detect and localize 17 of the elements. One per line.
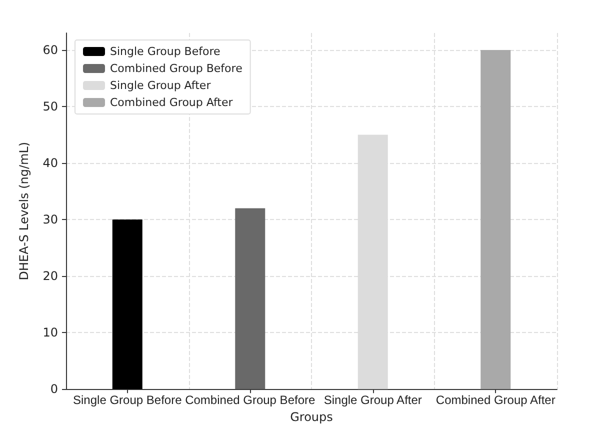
- legend-label: Combined Group After: [110, 96, 234, 109]
- y-tick-label: 20: [42, 269, 58, 284]
- x-tick-label: Single Group After: [324, 393, 422, 408]
- y-tick-label: 40: [42, 156, 58, 170]
- y-tick-label: 60: [42, 42, 58, 57]
- x-tick-label: Combined Group After: [436, 393, 556, 408]
- legend-label: Combined Group Before: [110, 62, 243, 75]
- x-tick-label: Single Group Before: [73, 393, 182, 408]
- x-axis-title: Groups: [290, 410, 333, 424]
- legend-label: Single Group After: [110, 79, 212, 92]
- y-tick-label: 30: [42, 212, 58, 227]
- y-tick-label: 10: [42, 326, 58, 340]
- y-tick-label: 50: [42, 99, 58, 114]
- y-tick-label: 0: [50, 382, 58, 396]
- y-axis-title: DHEA-S Levels (ng/mL): [17, 142, 31, 280]
- x-tick-label: Combined Group Before: [185, 393, 316, 408]
- legend-label: Single Group Before: [110, 45, 220, 58]
